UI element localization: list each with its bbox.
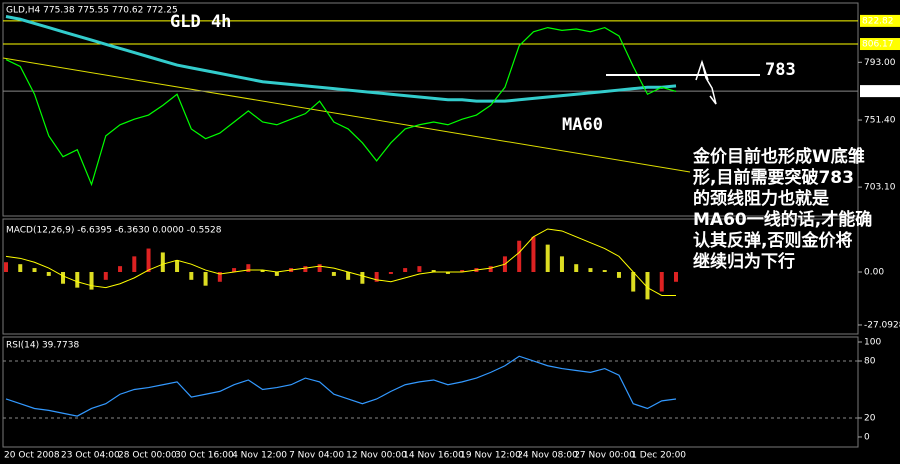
macd-bar [631, 272, 636, 292]
macd-bar [103, 272, 108, 280]
macd-bar [374, 272, 379, 282]
level-label: 822.82 [862, 16, 894, 26]
macd-bar [659, 272, 664, 292]
rsi-panel [2, 336, 859, 448]
x-tick-label: 30 Oct 16:00 [175, 451, 234, 461]
x-tick-label: 7 Nov 04:00 [289, 451, 344, 461]
macd-panel [2, 218, 859, 335]
level-label: 806.17 [862, 40, 894, 50]
note-line: 认其反弹,否则金价将 [693, 230, 852, 251]
macd-bar [132, 256, 137, 273]
x-tick-label: 24 Nov 08:00 [517, 451, 578, 461]
macd-bar [674, 272, 678, 282]
macd-bar [89, 272, 94, 290]
macd-bar [517, 240, 522, 273]
macd-bar [645, 272, 650, 300]
x-tick-label: 1 Dec 20:00 [631, 451, 686, 461]
macd-bar [588, 268, 593, 273]
macd-bar [431, 270, 436, 273]
macd-bar [460, 270, 465, 273]
x-tick-label: 19 Nov 12:00 [460, 451, 521, 461]
macd-bar [559, 256, 564, 273]
macd-bar [160, 252, 165, 273]
macd-bar [189, 272, 194, 280]
last-price-box [860, 85, 900, 98]
y-tick-label: 703.10 [864, 183, 896, 193]
level-box [860, 38, 900, 51]
y-tick-label: 20 [864, 413, 876, 423]
macd-bar [260, 270, 265, 273]
x-tick-label: 12 Nov 00:00 [346, 451, 407, 461]
rsi-title: RSI(14) 39.7738 [6, 341, 79, 351]
x-tick-label: 23 Oct 04:00 [61, 451, 120, 461]
macd-bar [232, 268, 237, 273]
macd-bar [203, 272, 208, 286]
ma-line [5, 15, 677, 103]
note-line: 金价目前也形成W底雏 [692, 146, 865, 167]
macd-bar [331, 272, 336, 276]
y-tick-label: 0.00 [864, 268, 884, 278]
x-tick-label: 27 Nov 00:00 [574, 451, 635, 461]
macd-bar [417, 266, 422, 273]
macd-bar [75, 272, 80, 288]
price-line [5, 355, 677, 417]
arrow-down [701, 61, 717, 105]
macd-bar [602, 270, 607, 273]
level-annotation: 783 [765, 60, 796, 80]
x-tick-label: 4 Nov 12:00 [232, 451, 287, 461]
macd-bar [246, 264, 251, 273]
price-panel [2, 2, 859, 217]
macd-bar [303, 266, 308, 273]
macd-bar [61, 272, 66, 284]
y-tick-label: 751.40 [864, 116, 896, 126]
x-tick-label: 28 Oct 00:00 [118, 451, 177, 461]
trend-line [2, 57, 691, 173]
note-line: 形,目前需要突破783 [693, 167, 854, 188]
macd-bar [445, 272, 450, 274]
y-tick-label: -27.0928 [864, 320, 900, 330]
macd-bar [403, 268, 408, 273]
macd-bar [32, 268, 37, 273]
note-line: 继续归为下行 [693, 251, 795, 272]
level-box [860, 14, 900, 27]
macd-bar [346, 272, 351, 280]
y-tick-label: 80 [864, 356, 876, 366]
y-tick-label: 0 [864, 432, 870, 442]
x-tick-label: 20 Oct 2008 [4, 451, 60, 461]
macd-bar [616, 272, 621, 278]
macd-bar [360, 272, 365, 284]
macd-bar [4, 262, 8, 273]
macd-bar [217, 272, 222, 282]
y-tick-label: 793.00 [864, 58, 896, 68]
note-line: MA60一线的话,才能确 [693, 209, 872, 230]
ma-label: MA60 [562, 115, 603, 135]
macd-bar [274, 272, 279, 276]
price-line [5, 26, 677, 187]
macd-bar [531, 236, 536, 273]
note-line: 的颈线阻力也就是 [693, 188, 829, 209]
y-tick-label: 100 [864, 337, 881, 347]
macd-bar [18, 264, 23, 273]
macd-bar [574, 264, 579, 273]
plot-layer: 793.00 751.40 703.10 822.82 806.17 772.25 0.00… [3, 14, 900, 461]
chart-title: GLD 4h [170, 12, 231, 32]
macd-bar [545, 244, 550, 273]
macd-bar [118, 266, 123, 273]
notes: 金价目前也形成W底雏形,目前需要突破783的颈线阻力也就是MA60一线的话,才能… [692, 146, 872, 272]
macd-bar [488, 266, 493, 273]
last-price-label: 772.25 [862, 87, 894, 97]
macd-bar [175, 260, 180, 273]
macd-bar [388, 272, 393, 274]
macd-bar [46, 272, 51, 276]
macd-bar [146, 248, 151, 273]
signal-line [5, 228, 676, 296]
macd-bar [317, 264, 322, 273]
macd-title: MACD(12,26,9) -6.6395 -6.3630 0.0000 -0.… [6, 226, 222, 236]
header: GLD,H4 775.38 775.55 770.62 772.25 [6, 6, 178, 16]
x-tick-label: 14 Nov 16:00 [403, 451, 464, 461]
